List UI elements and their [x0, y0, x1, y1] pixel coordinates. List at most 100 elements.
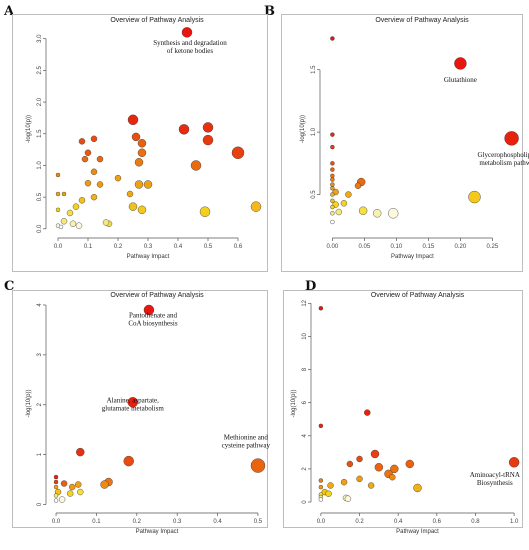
y-tick-label: 2.5	[37, 66, 43, 75]
pathway-point	[75, 222, 83, 229]
pathway-point	[128, 202, 138, 211]
pathway-point	[318, 423, 324, 429]
pathway-point	[90, 168, 98, 175]
pathway-point	[330, 167, 335, 172]
pathway-point	[58, 496, 66, 503]
pathway-point	[143, 180, 153, 189]
y-tick-label: 4	[302, 433, 308, 437]
pathway-point	[202, 134, 214, 146]
pathway-point	[330, 198, 335, 203]
y-axis-label-a: -log(10(p))	[26, 115, 32, 143]
pathway-point	[356, 455, 363, 463]
pathway-annotation: Glycerophospholipidsmetabolism pathway	[477, 151, 529, 167]
panel-a-frame	[12, 14, 268, 272]
pathway-point	[504, 131, 519, 146]
pathway-point	[53, 479, 59, 485]
pathway-point	[370, 449, 380, 459]
pathway-point	[340, 478, 348, 486]
pathway-point	[367, 482, 375, 489]
pathway-point	[114, 174, 122, 182]
pathway-point	[84, 179, 92, 187]
pathway-point	[58, 224, 64, 230]
pathway-point	[127, 114, 139, 126]
pathway-point	[318, 497, 324, 502]
pathway-point	[330, 192, 335, 197]
pathway-point	[55, 207, 61, 213]
chart-panel-b: Overview of Pathway Analysis 0.00 0.05 0.10…	[300, 17, 529, 260]
pathway-point	[134, 158, 144, 167]
pathway-point	[389, 473, 396, 481]
x-tick-label: 0.2	[133, 519, 142, 525]
pathway-point	[96, 155, 104, 163]
y-tick-label: 1	[37, 452, 43, 456]
pathway-point	[346, 460, 354, 468]
x-tick-label: 0.15	[423, 244, 435, 250]
pathway-point	[330, 173, 335, 179]
pathway-point	[60, 218, 68, 225]
y-axis-label-c: -log(10(p))	[26, 389, 32, 417]
chart-title-d: Overview of Pathway Analysis	[371, 292, 465, 299]
pathway-point	[340, 200, 348, 207]
pathway-point	[90, 135, 98, 143]
pathway-point	[508, 457, 520, 468]
pathway-point	[330, 211, 335, 216]
pathway-point	[66, 209, 74, 217]
pathway-point	[468, 190, 481, 204]
panel-d-frame	[283, 290, 523, 528]
pathway-annotation: Methionine and cysteine pathway	[222, 434, 271, 450]
x-tick-label: 0.20	[455, 244, 467, 250]
panel-b-frame	[281, 14, 523, 272]
pathway-point	[76, 447, 85, 457]
pathway-point	[143, 304, 155, 316]
x-tick-label: 0.3	[144, 244, 153, 250]
pathway-point	[84, 149, 92, 156]
pathway-point	[330, 186, 335, 191]
pathway-point	[102, 219, 110, 226]
pathway-point	[53, 484, 59, 490]
pathway-point	[327, 482, 334, 489]
pathway-point	[53, 474, 59, 480]
pathway-point	[78, 138, 86, 145]
x-tick-label: 0.4	[174, 244, 183, 250]
pathway-point	[373, 209, 382, 218]
pathway-point	[131, 132, 141, 142]
pathway-point	[69, 220, 77, 227]
panel-letter-d: D	[305, 279, 317, 294]
pathway-point	[330, 177, 335, 182]
pathway-point	[68, 483, 76, 491]
pathway-point	[178, 124, 190, 135]
x-tick-label: 0.6	[234, 244, 243, 250]
pathway-point	[202, 122, 214, 133]
x-tick-label: 0.8	[471, 519, 480, 525]
pathway-point	[345, 191, 352, 198]
x-tick-label: 0.3	[173, 519, 182, 525]
x-axis-label-b: Pathway Impact	[391, 254, 434, 260]
y-tick-label: 1.5	[37, 129, 43, 138]
pathway-point	[325, 490, 332, 497]
pathway-point	[55, 172, 61, 178]
pathway-point	[330, 204, 335, 210]
x-tick-label: 0.0	[52, 519, 61, 525]
pathway-point	[454, 57, 467, 70]
y-tick-label: 2.0	[37, 97, 43, 106]
chart-panel-a: Overview of Pathway Analysis 0.0 0.1 0.2 0.3…	[26, 17, 262, 260]
y-tick-label: 0.5	[311, 190, 317, 199]
x-tick-label: 0.2	[114, 244, 123, 250]
pathway-point	[100, 480, 109, 489]
pathway-point	[199, 206, 211, 217]
x-tick-label: 0.5	[254, 519, 263, 525]
pathway-point	[190, 160, 202, 171]
pathway-point	[364, 409, 371, 416]
pathway-point	[330, 219, 335, 225]
pathway-point	[330, 132, 335, 137]
pathway-point	[127, 397, 138, 408]
pathway-point	[330, 182, 335, 187]
pathway-point	[72, 203, 80, 210]
y-axis-label-d: -log(10(p))	[291, 389, 297, 417]
y-tick-label: 4	[37, 303, 43, 307]
y-tick-label: 2	[37, 402, 43, 406]
pathway-point	[126, 190, 134, 198]
x-tick-label: 0.6	[433, 519, 442, 525]
x-tick-label: 0.00	[327, 244, 339, 250]
pathway-annotation: Glutathione	[444, 76, 477, 84]
